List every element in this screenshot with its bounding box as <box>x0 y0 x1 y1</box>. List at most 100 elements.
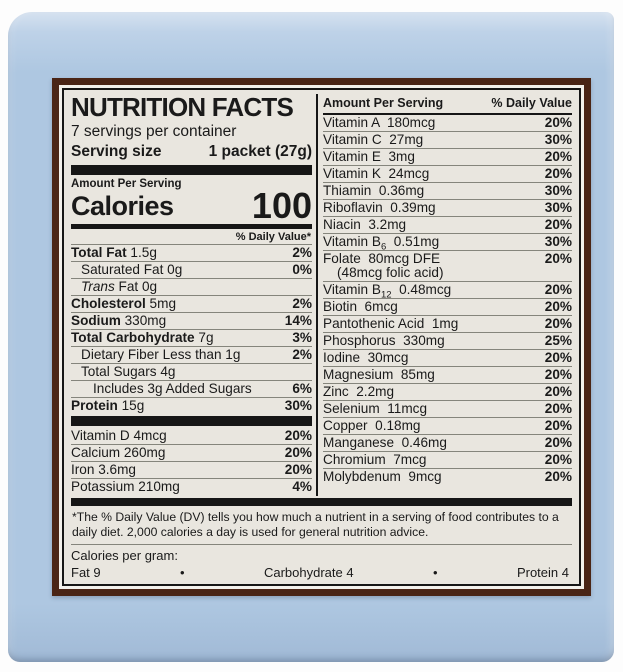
nutrient-name: Riboflavin 0.39mg <box>323 200 436 215</box>
right-column-header: Amount Per Serving % Daily Value <box>323 94 572 115</box>
nutrient-name: Chromium 7mcg <box>323 452 427 467</box>
bullet-separator: • <box>432 565 438 580</box>
nutrient-row: Chromium 7mcg 20% <box>323 451 572 468</box>
nutrient-name: Biotin 6mcg <box>323 299 398 314</box>
nutrient-name: Selenium 11mcg <box>323 401 428 416</box>
nutrient-daily-value: 30% <box>544 183 572 198</box>
nutrient-name: Calcium 260mg <box>71 445 166 461</box>
nutrient-row: Vitamin C 27mg 30% <box>323 131 572 148</box>
nutrient-name: Saturated Fat 0g <box>81 262 183 278</box>
nutrient-row: Iron 3.6mg 20% <box>71 461 312 478</box>
nutrient-row: Vitamin A 180mcg 20% <box>323 115 572 131</box>
nutrient-daily-value: 20% <box>544 418 572 433</box>
nutrient-daily-value: 2% <box>292 347 312 363</box>
nutrient-name: Manganese 0.46mg <box>323 435 447 450</box>
nutrient-name: Vitamin D 4mcg <box>71 428 167 444</box>
nutrient-row: Niacin 3.2mg 20% <box>323 216 572 233</box>
left-vitamin-rows: Vitamin D 4mcg 20% Calcium 260mg 20% Iron 3.… <box>71 428 312 495</box>
calories-per-gram-values: Fat 9 • Carbohydrate 4 • Protein 4 <box>71 565 572 581</box>
nutrient-name: Zinc 2.2mg <box>323 384 395 399</box>
thick-divider-bar <box>71 164 312 175</box>
nutrient-name: Total Sugars 4g <box>81 364 176 380</box>
right-amount-per-serving-label: Amount Per Serving <box>323 96 444 110</box>
nutrient-daily-value: 20% <box>544 452 572 467</box>
nutrient-name: Vitamin A 180mcg <box>323 115 436 130</box>
servings-per-container: 7 servings per container <box>71 123 237 141</box>
calories-row: Calories 100 <box>71 184 312 226</box>
nutrient-name: Sodium 330mg <box>71 313 167 329</box>
nutrient-row: Riboflavin 0.39mg 30% <box>323 199 572 216</box>
nutrition-facts-title: NUTRITION FACTS <box>71 92 294 122</box>
nutrient-row: Selenium 11mcg 20% <box>323 400 572 417</box>
nutrient-daily-value: 20% <box>544 384 572 399</box>
bottom-divider-bar <box>71 498 572 506</box>
nutrient-name: Folate 80mcg DFE <box>323 251 441 266</box>
nutrient-daily-value: 20% <box>544 316 572 331</box>
nutrient-name: Vitamin C 27mg <box>323 132 424 147</box>
nutrient-row: Vitamin D 4mcg 20% <box>71 428 312 444</box>
nutrient-row: Potassium 210mg 4% <box>71 478 312 495</box>
nutrient-row: Vitamin E 3mg 20% <box>323 148 572 165</box>
macro-nutrient-rows: Total Fat 1.5g 2% Saturated Fat 0g 0% Trans … <box>71 244 312 414</box>
nutrient-row: Thiamin 0.36mg 30% <box>323 182 572 199</box>
nutrient-row: Trans Fat 0g <box>71 278 312 295</box>
nutrient-name: Total Fat 1.5g <box>71 245 157 261</box>
nutrient-daily-value: 20% <box>544 149 572 164</box>
label-right-column: Amount Per Serving % Daily Value Vitamin… <box>323 94 572 496</box>
nutrient-daily-value: 2% <box>292 245 312 261</box>
nutrient-row: Vitamin B6 0.51mg 30% <box>323 233 572 253</box>
calories-label: Calories <box>71 191 174 222</box>
nutrient-daily-value: 20% <box>544 115 572 130</box>
nutrient-row: Zinc 2.2mg 20% <box>323 383 572 400</box>
nutrient-name: Phosphorus 330mg <box>323 333 445 348</box>
calories-per-gram-section: Calories per gram: Fat 9 • Carbohydrate … <box>71 544 572 581</box>
nutrient-name: Vitamin E 3mg <box>323 149 415 164</box>
nutrient-row: Folate 80mcg DFE 20% (48mcg folic acid) <box>323 250 572 281</box>
nutrient-name: Vitamin K 24mcg <box>323 166 430 181</box>
label-columns: NUTRITION FACTS 7 servings per container… <box>71 92 572 496</box>
nutrient-row: Cholesterol 5mg 2% <box>71 295 312 312</box>
nutrient-row: Pantothenic Acid 1mg 20% <box>323 315 572 332</box>
calories-value: 100 <box>251 184 312 226</box>
nutrient-daily-value: 20% <box>544 469 572 484</box>
serving-size-row: Serving size 1 packet (27g) <box>71 143 312 161</box>
nutrition-label: NUTRITION FACTS 7 servings per container… <box>52 78 591 596</box>
nutrient-name: Iodine 30mcg <box>323 350 409 365</box>
nutrient-daily-value: 20% <box>544 217 572 232</box>
nutrient-row: Vitamin B12 0.48mcg 20% <box>323 281 572 300</box>
nutrient-name: Protein 15g <box>71 398 145 414</box>
nutrient-row: Total Sugars 4g <box>71 363 312 380</box>
nutrient-row: Biotin 6mcg 20% <box>323 298 572 315</box>
nutrient-daily-value: 20% <box>284 428 312 444</box>
nutrient-daily-value: 20% <box>544 350 572 365</box>
daily-value-note: % Daily Value* <box>71 224 312 244</box>
nutrient-daily-value: 3% <box>292 330 312 346</box>
nutrient-daily-value: 30% <box>284 398 312 414</box>
amount-per-serving-label: Amount Per Serving <box>71 177 182 190</box>
nutrient-daily-value: 30% <box>544 234 572 249</box>
nutrient-name: Copper 0.18mg <box>323 418 421 433</box>
nutrient-row: Iodine 30mcg 20% <box>323 349 572 366</box>
label-left-column: NUTRITION FACTS 7 servings per container… <box>71 92 312 496</box>
nutrient-row: Protein 15g 30% <box>71 397 312 414</box>
thick-divider-bar <box>71 416 312 427</box>
nutrient-row: Phosphorus 330mg 25% <box>323 332 572 349</box>
calories-per-gram-label: Calories per gram: <box>71 548 178 563</box>
nutrient-name: Molybdenum 9mcg <box>323 469 442 484</box>
nutrient-name: Thiamin 0.36mg <box>323 183 425 198</box>
nutrient-name: Vitamin B6 0.51mg <box>323 234 440 253</box>
nutrient-daily-value: 20% <box>544 367 572 382</box>
nutrient-row: Manganese 0.46mg 20% <box>323 434 572 451</box>
nutrient-name: Potassium 210mg <box>71 479 180 495</box>
nutrient-row: Sodium 330mg 14% <box>71 312 312 329</box>
nutrient-daily-value: 20% <box>544 401 572 416</box>
nutrient-name: Includes 3g Added Sugars <box>93 381 252 397</box>
serving-size-label: Serving size <box>71 142 162 160</box>
nutrient-name: Trans Fat 0g <box>81 279 158 295</box>
nutrient-row: Calcium 260mg 20% <box>71 444 312 461</box>
nutrient-row: Magnesium 85mg 20% <box>323 366 572 383</box>
nutrient-name: Pantothenic Acid 1mg <box>323 316 459 331</box>
carbohydrate-calories: Carbohydrate 4 <box>263 565 354 580</box>
nutrient-daily-value: 30% <box>544 132 572 147</box>
